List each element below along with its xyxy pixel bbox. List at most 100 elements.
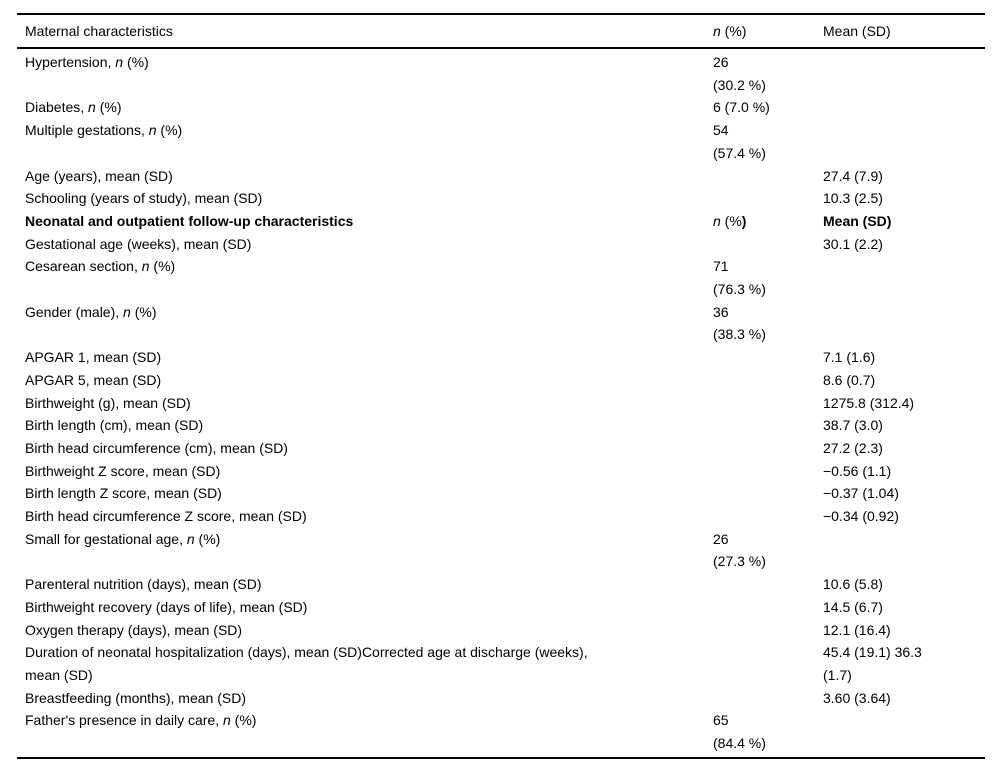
text-run: (%): [230, 712, 257, 729]
table-row: Birth length Z score, mean (SD) −0.37 (1.…: [17, 482, 985, 505]
row-n-percent: [713, 619, 823, 642]
row-mean-sd: 3.60 (3.64): [823, 687, 985, 710]
row-n-percent: [713, 596, 823, 619]
text-run: Small for gestational age,: [25, 530, 187, 547]
row-n-percent: 6 (7.0 %): [713, 96, 823, 119]
row-n-percent: [713, 187, 823, 210]
row-n-percent: n (%): [713, 210, 823, 233]
row-mean-sd: 10.3 (2.5): [823, 187, 985, 210]
text-run: Multiple gestations,: [25, 122, 149, 139]
row-label: Breastfeeding (months), mean (SD): [17, 687, 713, 710]
table-row: Birth length (cm), mean (SD) 38.7 (3.0): [17, 414, 985, 437]
text-run: Duration of neonatal hospitalization (da…: [25, 644, 588, 683]
text-run: Gestational age (weeks), mean (SD): [25, 235, 252, 252]
row-label: Birth head circumference (cm), mean (SD): [17, 437, 713, 460]
row-label: Cesarean section, n (%): [17, 255, 713, 300]
text-run: 27.4 (7.9): [823, 167, 883, 184]
row-label: Neonatal and outpatient follow-up charac…: [17, 210, 713, 233]
row-mean-sd: 1275.8 (312.4): [823, 392, 985, 415]
table-row: Gender (male), n (%) 36 (38.3 %): [17, 301, 985, 346]
row-label: Birthweight (g), mean (SD): [17, 392, 713, 415]
row-n-percent: [713, 641, 823, 686]
row-mean-sd: [823, 528, 985, 573]
text-run: Neonatal and outpatient follow-up charac…: [25, 212, 354, 229]
text-run: (%): [149, 258, 176, 275]
table-row: Birth head circumference (cm), mean (SD)…: [17, 437, 985, 460]
row-mean-sd: 7.1 (1.6): [823, 346, 985, 369]
row-mean-sd: [823, 709, 985, 757]
row-label: APGAR 5, mean (SD): [17, 369, 713, 392]
table-row: Breastfeeding (months), mean (SD) 3.60 (3…: [17, 687, 985, 710]
table-row: Multiple gestations, n (%) 54 (57.4 %): [17, 119, 985, 164]
text-run: 71 (76.3 %): [713, 258, 766, 298]
table-row: Birthweight Z score, mean (SD) −0.56 (1.1…: [17, 460, 985, 483]
text-run: 26 (30.2 %): [713, 54, 766, 93]
table-row: Birth head circumference Z score, mean (…: [17, 505, 985, 528]
row-label: Small for gestational age, n (%): [17, 528, 713, 573]
row-n-percent: [713, 482, 823, 505]
text-run: n: [186, 530, 195, 547]
row-n-percent: [713, 414, 823, 437]
text-run: n: [88, 99, 96, 116]
text-run: Birthweight recovery (days of life), mea…: [25, 598, 308, 615]
table-row: Gestational age (weeks), mean (SD) 30.1 (…: [17, 233, 985, 256]
row-n-percent: 26 (27.3 %): [713, 528, 823, 573]
text-run: 1275.8 (312.4): [823, 394, 915, 411]
row-mean-sd: [823, 48, 985, 96]
table-row: Birthweight recovery (days of life), mea…: [17, 596, 985, 619]
header-maternal-characteristics: Maternal characteristics: [17, 14, 713, 48]
text-run: n: [713, 212, 721, 229]
row-mean-sd: 27.2 (2.3): [823, 437, 985, 460]
row-n-percent: [713, 392, 823, 415]
text-run: Hypertension,: [25, 54, 116, 70]
text-run: (%): [156, 122, 183, 139]
text-run: 54 (57.4 %): [713, 122, 766, 161]
row-mean-sd: Mean (SD): [823, 210, 985, 233]
table-row: APGAR 5, mean (SD) 8.6 (0.7): [17, 369, 985, 392]
text-run: (%): [123, 54, 149, 70]
text-run: Breastfeeding (months), mean (SD): [25, 689, 246, 706]
text-run: Birthweight (g), mean (SD): [25, 394, 191, 411]
text-run: Diabetes,: [25, 99, 89, 116]
row-mean-sd: 14.5 (6.7): [823, 596, 985, 619]
text-run: n: [148, 122, 157, 139]
row-mean-sd: 12.1 (16.4): [823, 619, 985, 642]
table-row: Oxygen therapy (days), mean (SD) 12.1 (16…: [17, 619, 985, 642]
text-run: 26 (27.3 %): [713, 530, 766, 570]
header-row: Maternal characteristics n (%) Mean (SD): [17, 14, 985, 48]
row-label: Birthweight recovery (days of life), mea…: [17, 596, 713, 619]
text-run: 3.60 (3.64): [823, 689, 891, 706]
text-run: Oxygen therapy (days), mean (SD): [25, 621, 243, 638]
text-run: Mean (SD): [823, 23, 891, 39]
text-run: n: [223, 712, 231, 729]
table-row: Hypertension, n (%) 26 (30.2 %): [17, 48, 985, 96]
text-run: 65 (84.4 %): [713, 712, 766, 752]
row-n-percent: 65 (84.4 %): [713, 709, 823, 757]
text-run: −0.37 (1.04): [823, 485, 899, 502]
row-mean-sd: 45.4 (19.1) 36.3 (1.7): [823, 641, 985, 686]
table-row: Birthweight (g), mean (SD) 1275.8 (312.4): [17, 392, 985, 415]
text-run: 10.3 (2.5): [823, 190, 883, 207]
text-run: Birthweight Z score, mean (SD): [25, 462, 221, 479]
text-run: 30.1 (2.2): [823, 235, 883, 252]
row-label: Schooling (years of study), mean (SD): [17, 187, 713, 210]
text-run: (%): [194, 530, 221, 547]
text-run: Mean (SD): [823, 212, 892, 229]
text-run: (%): [95, 99, 122, 116]
row-n-percent: [713, 687, 823, 710]
row-mean-sd: −0.56 (1.1): [823, 460, 985, 483]
row-mean-sd: [823, 119, 985, 164]
row-n-percent: [713, 505, 823, 528]
text-run: Parenteral nutrition (days), mean (SD): [25, 576, 262, 593]
row-label: Birthweight Z score, mean (SD): [17, 460, 713, 483]
row-mean-sd: [823, 96, 985, 119]
row-label: Diabetes, n (%): [17, 96, 713, 119]
row-mean-sd: 10.6 (5.8): [823, 573, 985, 596]
row-n-percent: [713, 437, 823, 460]
row-label: Parenteral nutrition (days), mean (SD): [17, 573, 713, 596]
table-body: Hypertension, n (%) 26 (30.2 %) Diabetes, …: [17, 48, 985, 758]
table-row: APGAR 1, mean (SD) 7.1 (1.6): [17, 346, 985, 369]
row-mean-sd: [823, 255, 985, 300]
header-mean-sd: Mean (SD): [823, 14, 985, 48]
